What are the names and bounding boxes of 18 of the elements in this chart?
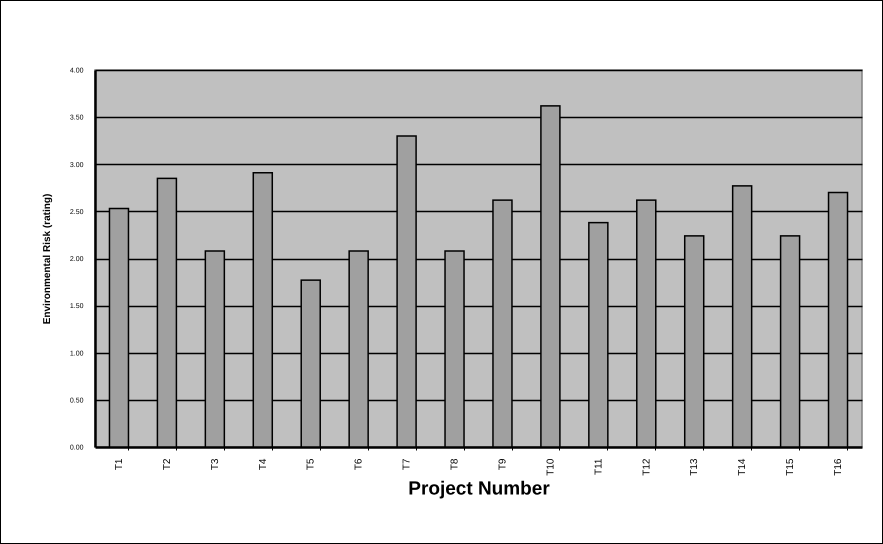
x-tick-label: T3	[210, 458, 221, 470]
x-tick-label: T7	[402, 458, 413, 470]
x-tick-label: T12	[641, 458, 652, 476]
x-tick-label: T2	[162, 458, 173, 470]
x-axis-title: Project Number	[408, 478, 550, 500]
x-tick-label: T10	[545, 458, 556, 476]
x-tick-label: T11	[593, 458, 604, 475]
x-tick-label: T8	[450, 458, 461, 470]
x-tick-label: T16	[833, 458, 844, 476]
y-axis-title: Environmental Risk (rating)	[42, 194, 53, 324]
x-tick-label: T4	[258, 458, 269, 470]
x-tick-label: T6	[354, 458, 365, 470]
x-tick-label: T15	[785, 458, 796, 476]
x-tick-label: T13	[689, 458, 700, 476]
x-tick-label: T1	[114, 458, 125, 470]
x-tick-label: T14	[737, 458, 748, 476]
x-tick-label: T9	[497, 458, 508, 470]
x-tick-label: T5	[306, 458, 317, 470]
